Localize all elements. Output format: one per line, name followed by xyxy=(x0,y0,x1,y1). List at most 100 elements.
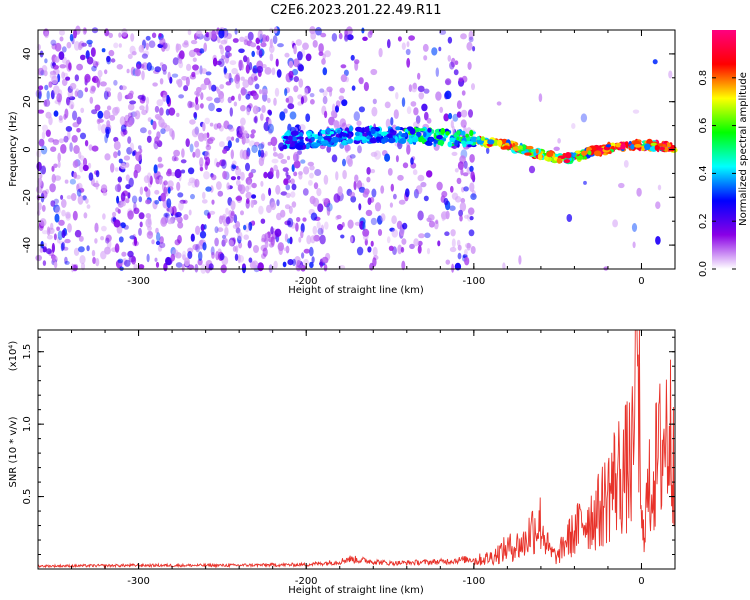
heatmap-cell xyxy=(406,144,411,155)
heatmap-cell xyxy=(188,49,196,58)
heatmap-cell xyxy=(116,225,123,234)
heatmap-cell xyxy=(310,32,317,40)
heatmap-cell xyxy=(447,36,453,44)
heatmap-cell xyxy=(362,221,366,231)
heatmap-cell xyxy=(440,127,446,135)
heatmap-cell xyxy=(68,96,76,101)
heatmap-cell xyxy=(224,45,232,52)
heatmap-cell xyxy=(78,151,82,159)
heatmap-cell xyxy=(237,254,244,263)
heatmap-cell xyxy=(245,198,250,204)
heatmap-cell xyxy=(357,145,362,154)
heatmap-cell xyxy=(208,80,212,91)
heatmap-cell xyxy=(251,260,259,269)
heatmap-cell xyxy=(420,181,427,188)
heatmap-cell xyxy=(53,261,58,269)
heatmap-cell xyxy=(254,141,260,147)
heatmap-cell xyxy=(290,130,299,136)
heatmap-cell xyxy=(216,181,222,190)
heatmap-cell xyxy=(303,248,310,254)
heatmap-cell xyxy=(230,200,236,211)
heatmap-cell xyxy=(61,199,67,208)
heatmap-cell xyxy=(127,210,134,220)
heatmap-cell xyxy=(162,94,167,102)
heatmap-cell xyxy=(258,149,262,158)
heatmap-cell xyxy=(273,97,277,106)
heatmap-cell xyxy=(251,182,257,189)
heatmap-cell xyxy=(134,163,142,174)
heatmap-cell xyxy=(218,58,225,67)
heatmap-cell xyxy=(431,47,438,56)
heatmap-cell xyxy=(370,68,378,76)
heatmap-cell xyxy=(92,61,99,68)
heatmap-cell xyxy=(203,132,208,142)
heatmap-cell xyxy=(265,35,270,42)
heatmap-cell xyxy=(401,42,406,50)
heatmap-cell xyxy=(636,187,642,197)
heatmap-cell xyxy=(110,163,115,173)
heatmap-cell xyxy=(282,144,288,150)
heatmap-cell xyxy=(285,184,291,191)
heatmap-cell xyxy=(196,92,200,97)
heatmap-cell xyxy=(44,31,49,39)
heatmap-cell xyxy=(70,104,74,110)
heatmap-cell xyxy=(197,132,202,139)
heatmap-cell xyxy=(342,140,348,144)
heatmap-cell xyxy=(52,64,60,70)
heatmap-cell xyxy=(448,112,453,120)
heatmap-cell xyxy=(177,221,184,229)
heatmap-cell xyxy=(108,49,115,57)
heatmap-cell xyxy=(54,175,62,181)
heatmap-cell xyxy=(342,169,347,180)
heatmap-cell xyxy=(436,134,443,140)
heatmap-cell xyxy=(465,141,474,145)
heatmap-cell xyxy=(427,214,435,221)
heatmap-cell xyxy=(426,117,432,124)
heatmap-cell xyxy=(271,240,275,247)
heatmap-cell xyxy=(245,176,253,185)
heatmap-cell xyxy=(58,138,65,144)
heatmap-cell xyxy=(401,238,407,245)
heatmap-cell xyxy=(367,246,372,253)
heatmap-cell xyxy=(37,67,44,76)
heatmap-cell xyxy=(472,46,476,52)
heatmap-cell xyxy=(387,168,393,176)
heatmap-cell xyxy=(664,146,669,153)
heatmap-cell xyxy=(340,74,348,83)
heatmap-cell xyxy=(444,90,452,100)
heatmap-cell xyxy=(354,131,360,137)
heatmap-cell xyxy=(367,197,372,205)
heatmap-cell xyxy=(521,144,527,151)
heatmap-cell xyxy=(463,186,469,192)
heatmap-cell xyxy=(180,159,187,164)
heatmap-cell xyxy=(410,157,414,165)
heatmap-cell xyxy=(182,42,189,48)
heatmap-cell xyxy=(187,100,193,109)
heatmap-cell xyxy=(166,94,170,105)
heatmap-cell xyxy=(289,111,297,120)
heatmap-cell xyxy=(437,240,441,247)
heatmap-cell xyxy=(324,110,328,119)
heatmap-cell xyxy=(668,70,673,79)
heatmap-cell xyxy=(396,220,403,230)
heatmap-cell xyxy=(290,191,296,198)
heatmap-cell xyxy=(306,235,312,245)
heatmap-cell xyxy=(269,167,274,176)
heatmap-cell xyxy=(243,234,249,240)
heatmap-cell xyxy=(460,130,466,136)
heatmap-cell xyxy=(159,78,164,85)
heatmap-cell xyxy=(414,127,421,133)
heatmap-cell xyxy=(239,36,245,42)
heatmap-cell xyxy=(409,243,415,250)
heatmap-cell xyxy=(44,84,49,91)
heatmap-cell xyxy=(456,111,462,118)
heatmap-cell xyxy=(85,198,89,204)
heatmap-cell xyxy=(417,85,425,93)
snr-xlabel: Height of straight line (km) xyxy=(288,585,424,596)
heatmap-cell xyxy=(90,85,96,92)
heatmap-cell xyxy=(566,214,573,222)
heatmap-cell xyxy=(138,264,145,270)
heatmap-cell xyxy=(78,187,85,193)
heatmap-cell xyxy=(273,164,278,172)
heatmap-cell xyxy=(46,226,51,236)
